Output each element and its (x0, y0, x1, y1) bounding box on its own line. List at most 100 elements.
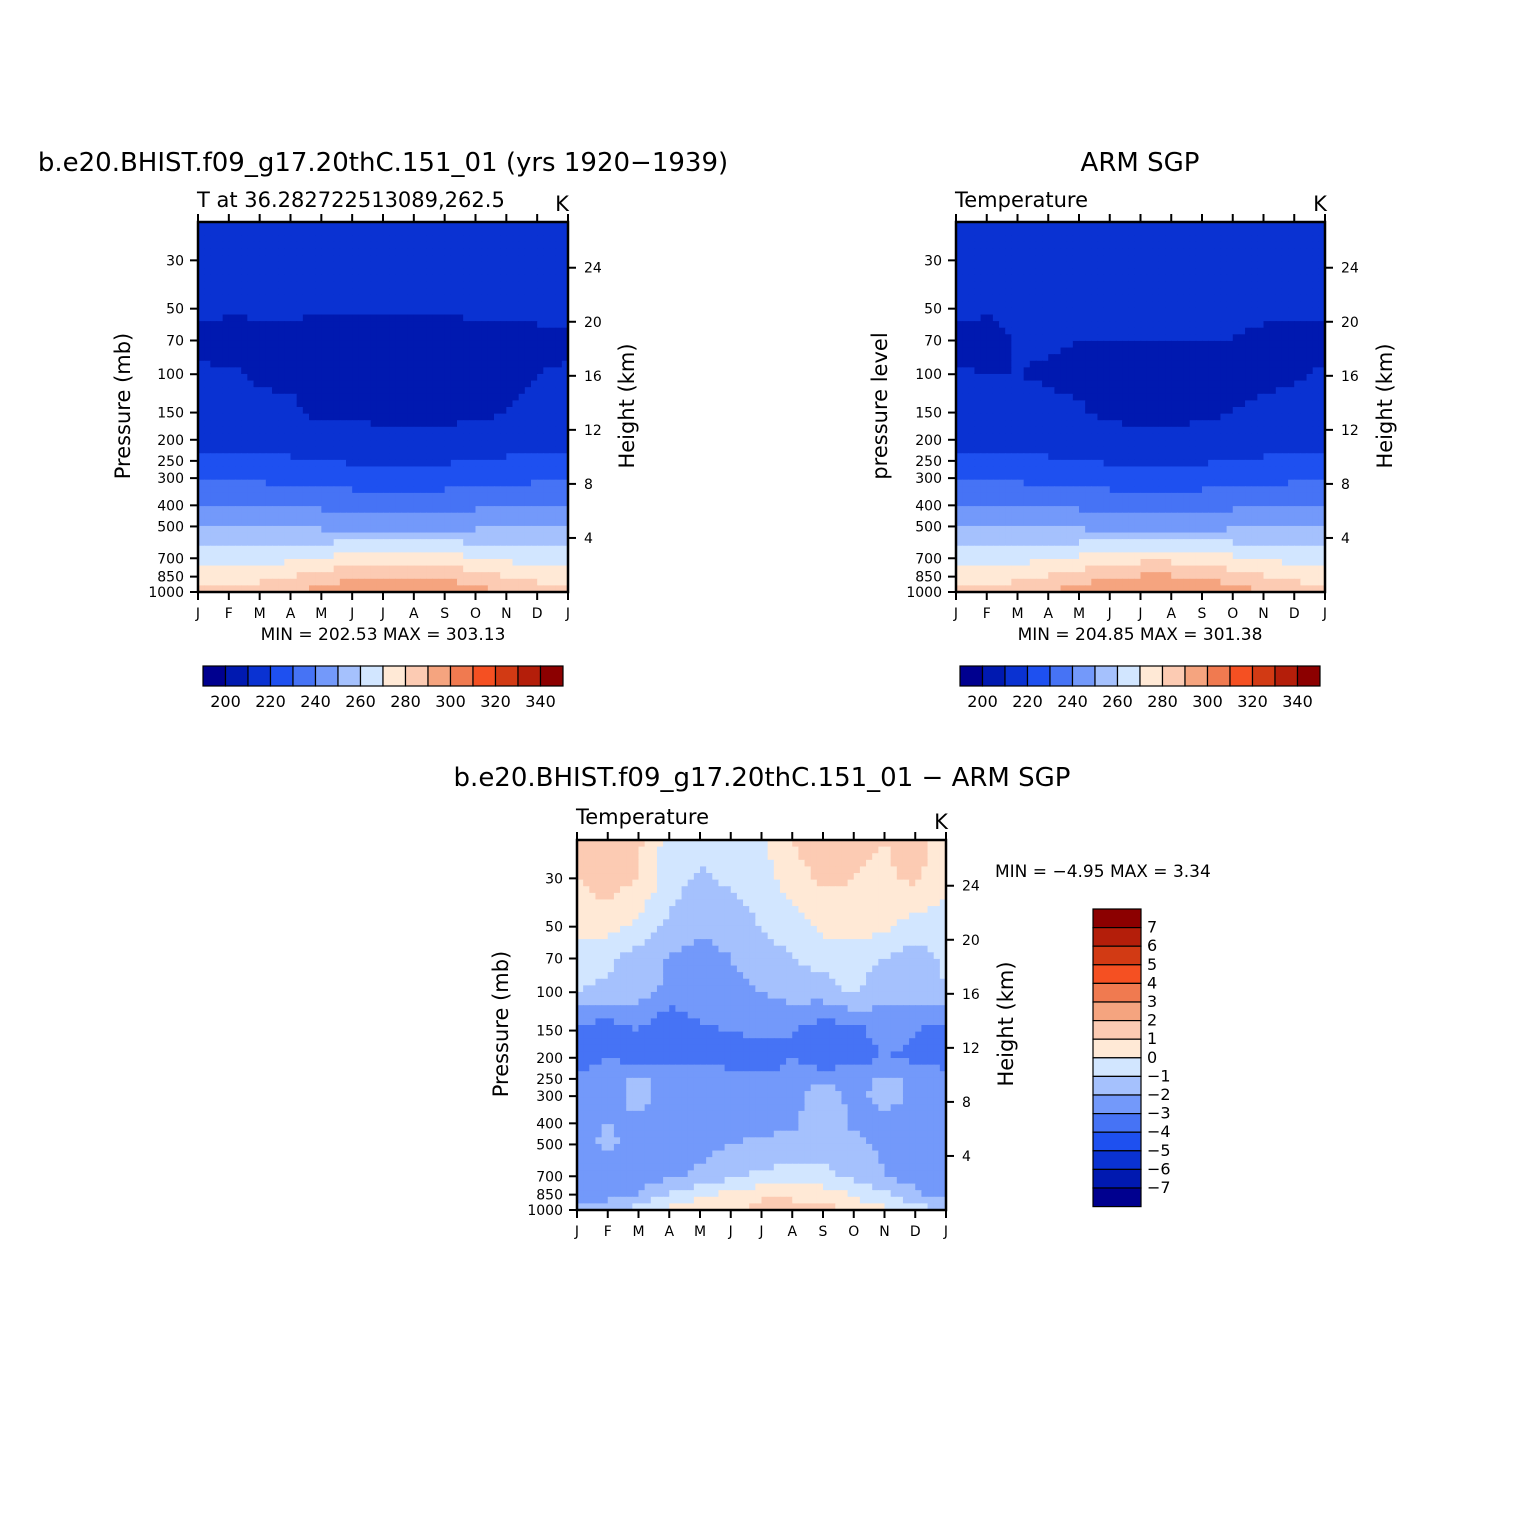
p1-contour-cell (1152, 380, 1160, 388)
p1-contour-cell (1232, 228, 1240, 236)
p1-contour-cell (1128, 301, 1135, 309)
p0-contour-cell (346, 565, 353, 573)
p0-contour-cell (198, 235, 205, 243)
p0-contour-cell (296, 248, 304, 256)
p0-contour-cell (506, 288, 514, 296)
p0-contour-cell (512, 453, 520, 461)
p0-contour-cell (210, 473, 218, 481)
p0-contour-cell (210, 274, 218, 283)
p0-contour-cell (216, 274, 224, 283)
p1-contour-cell (1238, 354, 1246, 362)
p0-contour-cell (302, 506, 310, 514)
p0-contour-cell (235, 519, 242, 527)
p0-contour-cell (210, 453, 218, 461)
p0-contour-cell (383, 367, 390, 375)
p0-contour-cell (420, 248, 427, 256)
p0-contour-cell (413, 360, 421, 368)
p1-contour-cell (1140, 268, 1148, 276)
p0-contour-cell (327, 565, 335, 573)
p0-contour-cell (413, 466, 421, 474)
p0-contour-cell (364, 519, 372, 527)
p0-contour-cell (253, 281, 261, 289)
p0-contour-cell (549, 248, 557, 256)
p0-contour-cell (383, 288, 390, 296)
p0-contour-cell (210, 446, 218, 454)
p0-contour-cell (259, 241, 267, 250)
p1-contour-cell (1300, 248, 1308, 256)
p1-contour-cell (1226, 373, 1234, 382)
p0-contour-cell (494, 499, 501, 507)
p1-contour-cell (992, 367, 1000, 375)
p0-contour-cell (290, 255, 298, 263)
p0-contour-cell (309, 492, 316, 501)
p0-contour-cell (265, 453, 273, 461)
p0-contour-cell (432, 506, 440, 514)
p0-contour-cell (537, 393, 544, 401)
p0-contour-cell (241, 459, 248, 468)
p0-contour-cell (389, 248, 396, 256)
p0-contour-cell (321, 248, 329, 256)
p0-contour-cell (315, 373, 322, 382)
p0-contour-cell (512, 512, 520, 520)
p0-contour-cell (518, 479, 526, 487)
p1-contour-cell (1103, 294, 1111, 302)
p0-contour-cell (216, 268, 224, 276)
p0-contour-cell (327, 473, 335, 481)
p0-contour-cell (333, 585, 341, 593)
p1-contour-cell (1275, 347, 1283, 355)
p1-contour-cell (1103, 373, 1111, 382)
p0-contour-cell (383, 585, 390, 593)
p1-contour-cell (992, 235, 1000, 243)
p0-contour-cell (407, 492, 415, 501)
p0-contour-cell (228, 552, 236, 560)
p0-contour-cell (401, 453, 409, 461)
p1-contour-cell (1072, 281, 1080, 289)
p0-contour-cell (352, 255, 359, 263)
p1-contour-cell (1042, 347, 1049, 355)
p1-contour-cell (1158, 294, 1166, 302)
p0-xtick-label: A (409, 606, 419, 622)
p1-contour-cell (1195, 288, 1203, 296)
p1-contour-cell (1005, 255, 1012, 263)
p1-contour-cell (1128, 294, 1135, 302)
p0-contour-cell (333, 301, 341, 309)
p0-contour-cell (364, 492, 372, 501)
p0-contour-cell (290, 281, 298, 289)
p0-contour-cell (389, 268, 396, 276)
p1-contour-cell (1263, 321, 1271, 329)
p0-contour-cell (284, 347, 292, 355)
p1-contour-cell (1306, 235, 1314, 243)
p0-contour-cell (321, 288, 329, 296)
p0-contour-cell (364, 321, 372, 329)
p0-contour-cell (265, 473, 273, 481)
p1-contour-cell (1072, 274, 1080, 283)
p1-contour-cell (1035, 248, 1043, 256)
p0-contour-cell (284, 459, 292, 468)
p0-xtick-label: J (195, 606, 200, 622)
p0-contour-cell (272, 301, 279, 309)
p0-contour-cell (389, 354, 396, 362)
p0-contour-cell (401, 473, 409, 481)
p0-contour-cell (216, 426, 224, 435)
p0-contour-cell (259, 552, 267, 560)
p0-contour-cell (537, 241, 544, 250)
p0-contour-cell (278, 334, 285, 342)
p0-contour-cell (475, 572, 483, 580)
p1-contour-cell (1054, 354, 1062, 362)
p0-contour-cell (302, 261, 310, 269)
p1-contour-cell (1140, 301, 1148, 309)
p0-contour-cell (401, 222, 409, 230)
p0-contour-cell (222, 241, 230, 250)
p0-contour-cell (370, 539, 378, 547)
p0-contour-cell (481, 407, 489, 415)
p1-contour-cell (1189, 373, 1197, 382)
p0-contour-cell (327, 440, 335, 448)
p0-contour-cell (228, 380, 236, 388)
p1-contour-cell (1245, 380, 1252, 388)
p0-contour-cell (444, 565, 452, 573)
p1-contour-cell (1257, 354, 1265, 362)
p1-contour-cell (1066, 354, 1074, 362)
p0-contour-cell (555, 327, 563, 335)
p0-contour-cell (549, 446, 557, 454)
p1-contour-cell (1177, 327, 1185, 335)
